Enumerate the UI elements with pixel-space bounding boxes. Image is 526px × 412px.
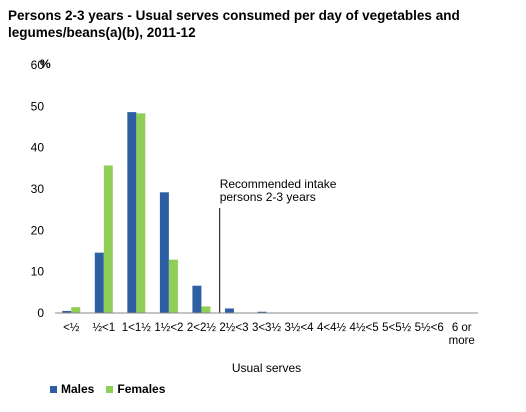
bar-males bbox=[192, 285, 202, 313]
x-tick-label: 2<2½ bbox=[187, 322, 217, 334]
bar-males bbox=[94, 252, 104, 313]
y-tick-label: 10 bbox=[31, 265, 45, 279]
legend-swatch-males bbox=[50, 385, 57, 393]
legend-swatch-females bbox=[106, 385, 114, 393]
y-tick-label: 30 bbox=[31, 182, 45, 196]
legend-label-females: Females bbox=[117, 382, 166, 396]
x-tick-label: <½ bbox=[63, 322, 80, 334]
x-tick-label: 3<3½ bbox=[252, 322, 282, 334]
legend-item-females: Females bbox=[106, 382, 165, 396]
x-tick-label: 5½<6 bbox=[415, 322, 444, 334]
x-axis: <½ ½<1 1<1½ 1½<2 2<2½ 2½<3 3<3½ 3½<4 4<4½ 4½<5 5<5… bbox=[63, 322, 475, 347]
bar-females bbox=[71, 307, 81, 313]
legend-item-males: Males bbox=[50, 382, 94, 396]
bar-females bbox=[103, 165, 113, 313]
annotation-line-1: Recommended intake bbox=[220, 177, 337, 191]
x-tick-label: 3½<4 bbox=[284, 322, 314, 334]
bar-males bbox=[62, 310, 72, 313]
x-tick-label: 1<1½ bbox=[122, 322, 152, 334]
bar-males bbox=[127, 112, 137, 314]
bar-males bbox=[159, 192, 169, 313]
x-tick-label: 5<5½ bbox=[382, 322, 412, 334]
annotation-line-2: persons 2-3 years bbox=[220, 190, 316, 204]
y-axis-label: % bbox=[40, 57, 51, 71]
x-tick-label-line2: more bbox=[449, 335, 475, 347]
bar-females bbox=[201, 306, 211, 313]
bar-males bbox=[224, 308, 234, 313]
x-tick-label: ½<1 bbox=[92, 322, 115, 334]
x-tick-label: 1½<2 bbox=[154, 322, 183, 334]
y-tick-label: 60 bbox=[31, 58, 45, 72]
y-tick-label: 0 bbox=[37, 306, 44, 320]
chart-title: Persons 2-3 years - Usual serves consume… bbox=[8, 8, 460, 40]
legend-label-males: Males bbox=[61, 382, 95, 396]
x-tick-label: 4½<5 bbox=[350, 322, 379, 334]
x-tick-label: 6 or bbox=[452, 322, 472, 334]
bars bbox=[62, 112, 267, 314]
x-tick-label: 2½<3 bbox=[219, 322, 248, 334]
x-axis-title: Usual serves bbox=[232, 361, 301, 375]
x-tick-label: 4<4½ bbox=[317, 322, 347, 334]
recommended-intake-annotation: Recommended intake persons 2-3 years bbox=[219, 177, 337, 313]
y-axis: 0 10 20 30 40 50 60 bbox=[31, 58, 45, 320]
y-tick-label: 40 bbox=[31, 141, 45, 155]
bar-females bbox=[136, 113, 146, 313]
bar-females bbox=[168, 259, 178, 313]
y-tick-label: 50 bbox=[31, 99, 45, 113]
y-tick-label: 20 bbox=[31, 223, 45, 237]
legend: Males Females bbox=[50, 382, 177, 396]
bar-males bbox=[257, 311, 267, 313]
